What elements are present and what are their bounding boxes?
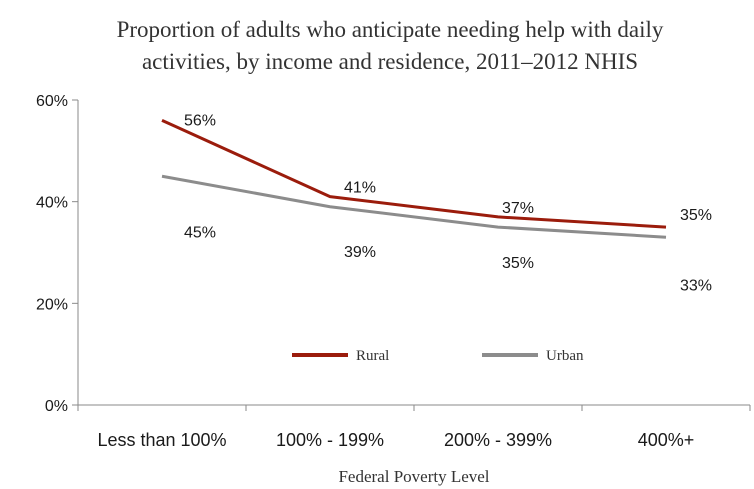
data-label-urban: 35%: [502, 255, 534, 272]
data-label-rural: 56%: [184, 112, 216, 129]
x-tick-label: 200% - 399%: [444, 430, 552, 450]
data-label-urban: 39%: [344, 244, 376, 261]
data-label-urban: 45%: [184, 224, 216, 241]
legend-label-rural: Rural: [356, 348, 389, 364]
y-tick-label: 20%: [36, 296, 68, 313]
chart-title-line-2: activities, by income and residence, 201…: [142, 49, 638, 74]
data-label-rural: 37%: [502, 200, 534, 217]
y-tick-label: 0%: [45, 398, 68, 415]
legend-label-urban: Urban: [546, 348, 584, 364]
data-label-urban: 33%: [680, 277, 712, 294]
x-axis-title: Federal Poverty Level: [338, 467, 489, 486]
y-tick-label: 60%: [36, 93, 68, 110]
y-tick-label: 40%: [36, 195, 68, 212]
x-tick-label: 400%+: [638, 430, 695, 450]
x-tick-label: Less than 100%: [97, 430, 226, 450]
series-line-rural: [161, 118, 667, 229]
chart-title-line-1: Proportion of adults who anticipate need…: [117, 17, 664, 42]
x-axis: Less than 100% 100% - 199% 200% - 399% 400%…: [77, 404, 751, 450]
legend: Rural Urban: [292, 348, 584, 364]
data-label-rural: 41%: [344, 180, 376, 197]
series-line-urban: [161, 174, 667, 239]
y-axis: 0% 20% 40% 60%: [36, 93, 79, 415]
data-label-rural: 35%: [680, 207, 712, 224]
x-tick-label: 100% - 199%: [276, 430, 384, 450]
data-labels: 56% 41% 37% 35% 45% 39% 35% 33%: [184, 112, 712, 294]
series-lines: [161, 118, 667, 239]
chart-title: Proportion of adults who anticipate need…: [117, 17, 664, 74]
